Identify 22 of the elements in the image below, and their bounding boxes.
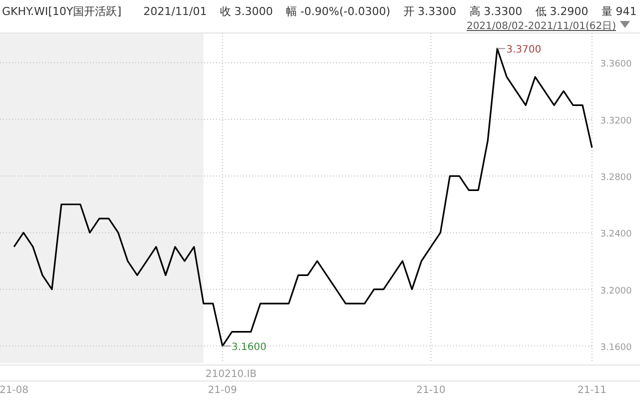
text: 2021/11/01	[143, 5, 207, 18]
text: 2021/08/02-2021/11/01(62日)	[466, 21, 616, 32]
x-tick-label: 21-08	[0, 385, 29, 396]
text: 高 3.3300	[469, 5, 522, 18]
y-tick-label: 3.1600	[600, 343, 632, 354]
text: 幅 -0.90%(-0.0300)	[286, 5, 390, 18]
y-tick-label: 3.2400	[600, 230, 632, 240]
x-tick-label: 21-10	[416, 385, 446, 396]
text: 低 3.2900	[535, 5, 588, 18]
y-tick-label: 3.3200	[600, 116, 632, 126]
text: 收 3.3000	[220, 5, 273, 18]
x-tick-label: 21-09	[208, 385, 237, 396]
y-tick-label: 3.3600	[600, 60, 632, 70]
annotation: 3.1600	[231, 342, 266, 354]
y-tick-label: 3.2000	[600, 286, 632, 296]
text: 量 941	[601, 5, 637, 18]
text: 210210.IB	[206, 369, 257, 380]
text: 开 3.3300	[403, 5, 456, 18]
annotation: 3.3700	[506, 44, 542, 56]
x-tick-label: 21-11	[577, 385, 607, 396]
chart-title: GKHY.WI[10Y国开活跃]	[2, 5, 122, 18]
y-tick-label: 3.2800	[600, 173, 632, 184]
